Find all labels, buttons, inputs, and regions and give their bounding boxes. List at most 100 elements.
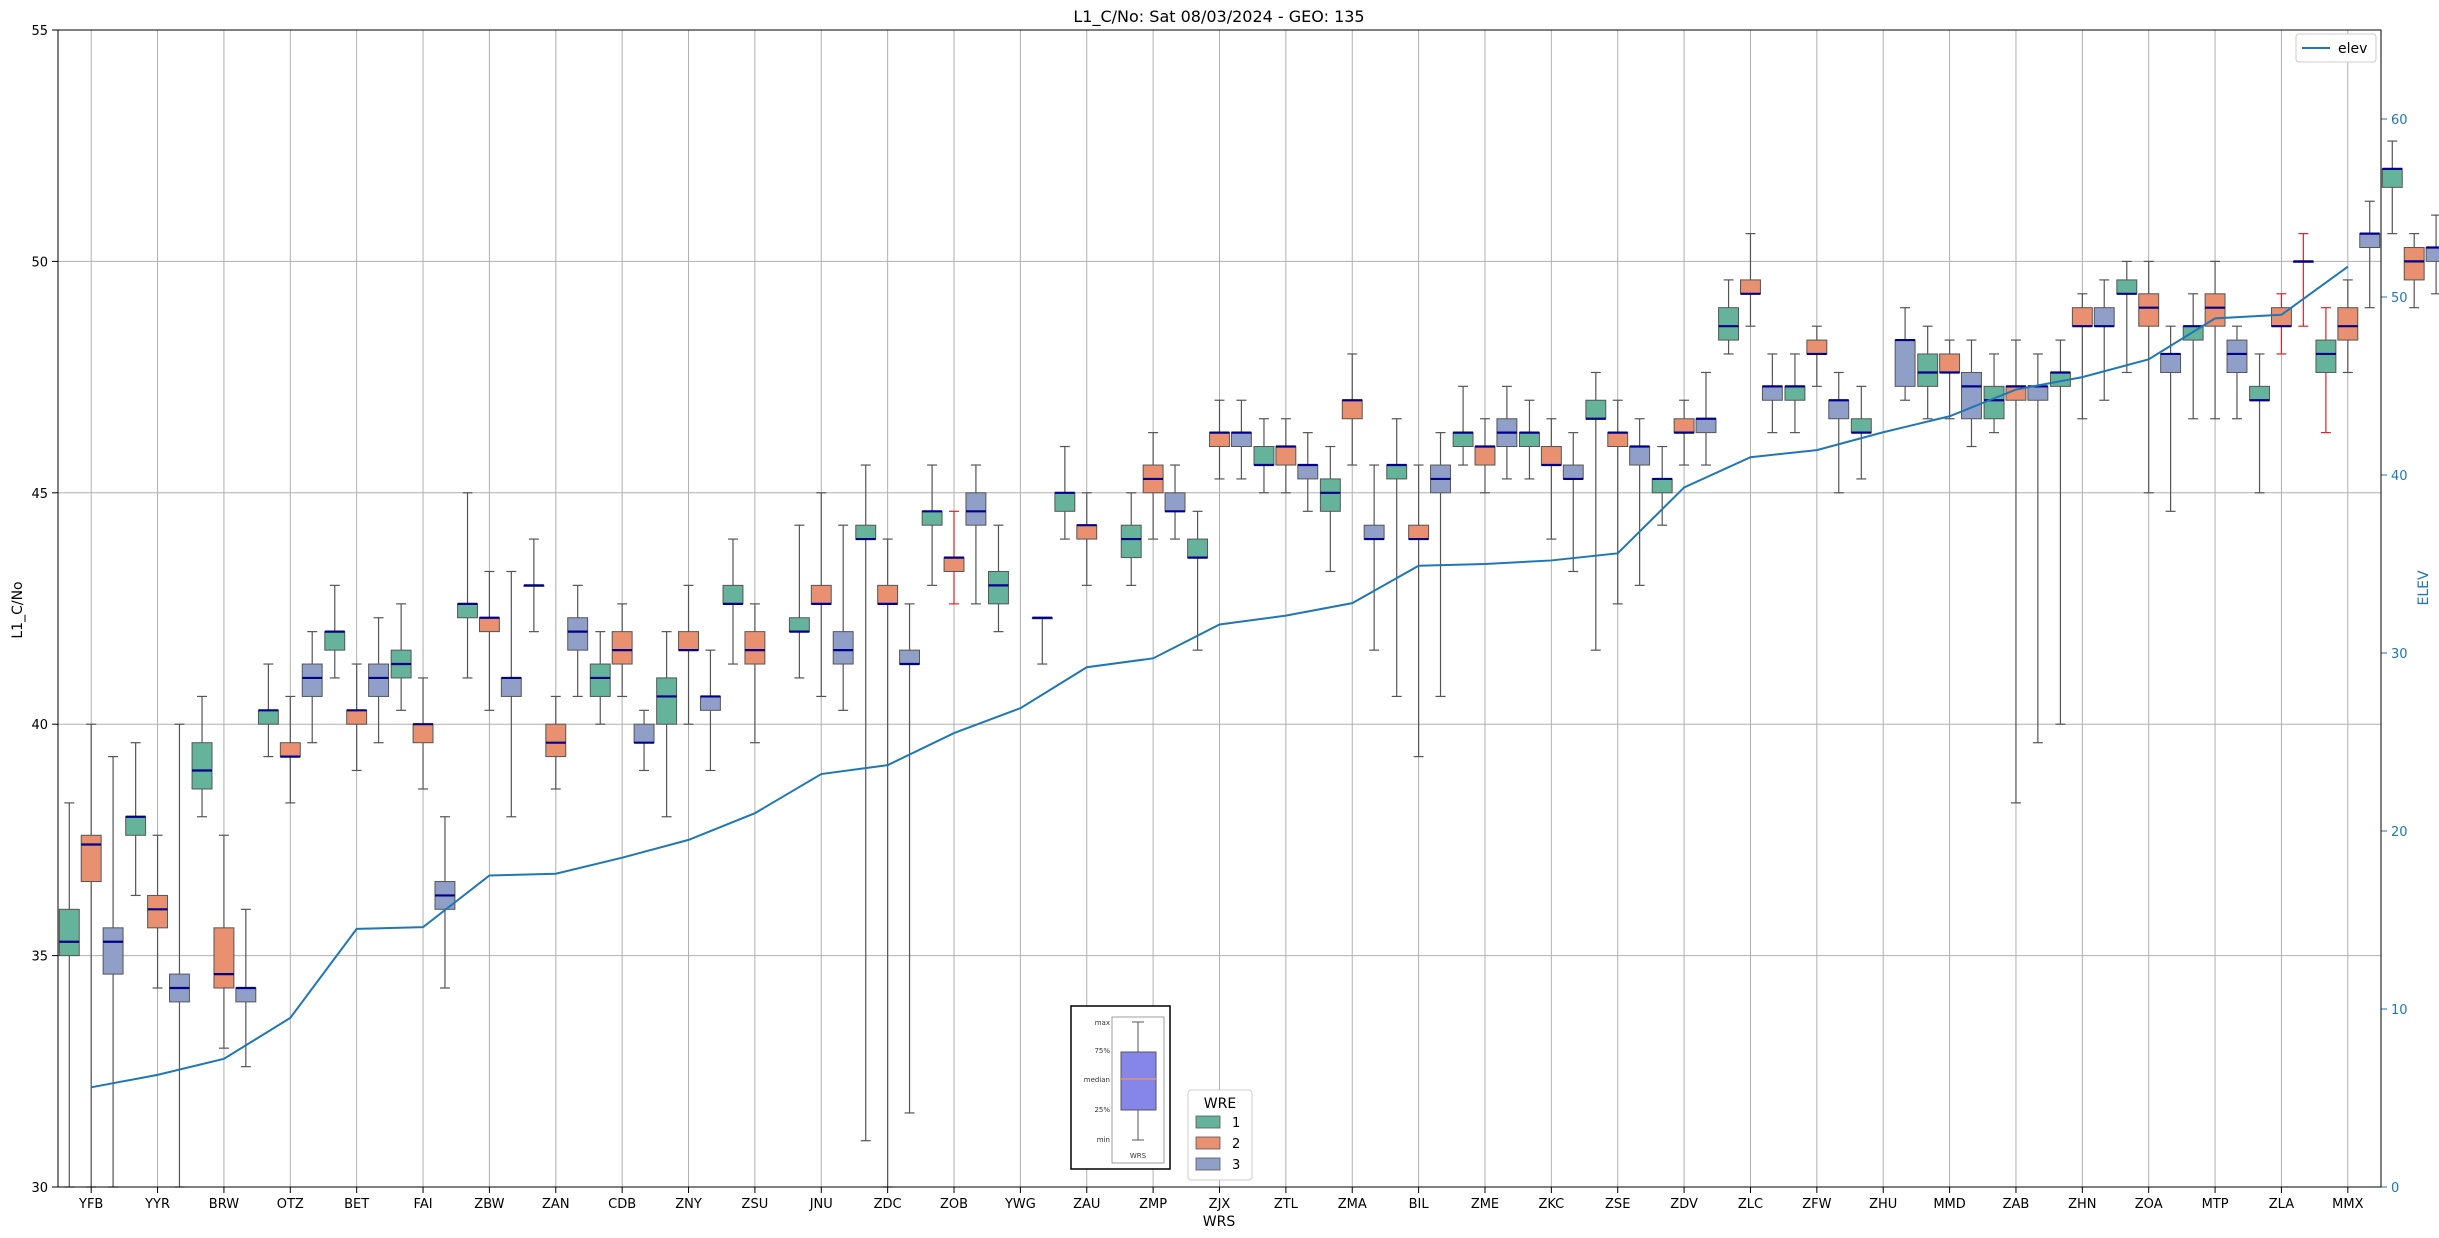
y-tick-label: 30: [31, 1181, 48, 1196]
y-axis-label: L1_C/No: [10, 581, 26, 638]
box-wre-1: [1452, 432, 1474, 448]
box-wre-2: [744, 631, 766, 665]
box-wre-2: [478, 617, 500, 633]
y2-tick-label: 20: [2391, 825, 2408, 840]
legend-elev: elev: [2295, 33, 2377, 63]
x-tick-label: ZOA: [2135, 1197, 2163, 1212]
box-wre-3: [2425, 247, 2439, 262]
box-wre-1: [1983, 385, 2005, 420]
x-tick-label: JNU: [809, 1197, 833, 1212]
legend-elev-frame: [2295, 33, 2377, 63]
box-wre-2: [1673, 418, 1695, 434]
x-tick-label: ZLA: [2269, 1197, 2294, 1212]
box-wre-3: [567, 617, 589, 651]
box-wre-1: [1386, 464, 1408, 480]
box-wre-1: [2315, 339, 2337, 373]
box-wre-1: [921, 510, 943, 526]
box-wre-3: [2160, 353, 2182, 373]
box-wre-1: [722, 584, 744, 605]
box-wre-2: [943, 557, 965, 572]
box-wre-2: [147, 894, 169, 929]
y-tick-label: 35: [31, 950, 48, 965]
legend-wre-entry-3: 3: [1232, 1158, 1240, 1173]
legend-wre-swatch-2: [1195, 1136, 1221, 1150]
box-wre-1: [125, 816, 147, 836]
x-tick-label: MMX: [2332, 1197, 2363, 1212]
x-tick-label: BRW: [209, 1197, 239, 1212]
box-wre-2: [1076, 524, 1098, 540]
box-wre-2: [1740, 279, 1761, 295]
box-wre-1: [1054, 492, 1076, 512]
x-tick-label: ZHN: [2068, 1197, 2096, 1212]
elev-line-layer: [91, 265, 2349, 1089]
box-wre-2: [545, 723, 567, 758]
x-tick-label: MMD: [1933, 1197, 1965, 1212]
x-tick-label: ZBW: [474, 1197, 504, 1212]
inset-label-4: min: [1097, 1136, 1110, 1144]
box-wre-1: [1718, 307, 1740, 341]
box-wre-3: [699, 695, 721, 711]
box-wre-3: [1164, 492, 1186, 512]
y2-axis-label: ELEV: [2416, 570, 2432, 605]
box-wre-3: [1363, 524, 1385, 540]
box-wre-1: [1917, 353, 1939, 387]
box-wre-2: [213, 927, 235, 989]
x-tick-label: ZMA: [1338, 1197, 1367, 1212]
box-wre-1: [58, 908, 80, 957]
box-wre-3: [965, 492, 987, 526]
box-wre-1: [257, 709, 279, 725]
box-wre-1: [1518, 432, 1540, 448]
box-wre-2: [1209, 432, 1230, 448]
x-tick-label: ZAU: [1073, 1197, 1100, 1212]
x-tick-label: FAI: [414, 1197, 433, 1212]
box-wre-3: [2359, 233, 2381, 249]
legend-wre-entry-1: 1: [1232, 1116, 1240, 1131]
box-wre-1: [1319, 478, 1341, 512]
plot-frame: [57, 29, 2382, 1188]
x-tick-label: YFB: [78, 1197, 103, 1212]
inset-box: [1120, 1051, 1157, 1111]
x-tick-label: ZSU: [742, 1197, 769, 1212]
box-wre-2: [1806, 339, 1828, 355]
y-tick-label: 55: [31, 24, 48, 39]
box-wre-3: [633, 723, 655, 744]
y-tick-label: 50: [31, 255, 48, 270]
box-wre-2: [678, 631, 699, 651]
box-wre-2: [279, 742, 301, 758]
y-tick-label: 40: [31, 718, 48, 733]
legend-wre-frame: [1187, 1089, 1253, 1181]
box-wre-1: [1585, 399, 1607, 420]
box-wre-1: [191, 742, 213, 790]
box-wre-2: [1408, 524, 1430, 540]
x-tick-label: ZDC: [874, 1197, 902, 1212]
box-wre-3: [301, 663, 323, 697]
y2-tick-label: 40: [2391, 469, 2408, 484]
box-wre-3: [235, 987, 257, 1003]
box-wre-1: [2381, 168, 2403, 188]
box-wre-2: [1341, 399, 1363, 420]
y2-tick-label: 10: [2391, 1003, 2408, 1018]
box-wre-2: [2403, 247, 2425, 281]
y2-tick-label: 0: [2391, 1181, 2399, 1196]
x-tick-label: ZLC: [1738, 1197, 1763, 1212]
x-tick-label: ZAN: [542, 1197, 570, 1212]
legend-elev-label: elev: [2338, 41, 2367, 57]
box-wre-1: [1850, 418, 1872, 434]
legend-wre-title: WRE: [1204, 1096, 1236, 1112]
legend-wre-entry-2: 2: [1232, 1137, 1240, 1152]
box-wre-3: [1828, 399, 1850, 420]
box-wre-1: [988, 570, 1009, 605]
box-wre-2: [810, 584, 832, 605]
inset-xlabel: WRS: [1130, 1152, 1147, 1160]
x-tick-label: OTZ: [277, 1197, 304, 1212]
legend-wre-swatch-1: [1195, 1115, 1221, 1129]
x-tick-label: YYR: [144, 1197, 170, 1212]
box-key-inset: max 75% median 25% min WRS: [1070, 1005, 1171, 1170]
box-wre-2: [1540, 446, 1562, 466]
box-wre-2: [1474, 446, 1496, 466]
box-wre-1: [589, 663, 611, 697]
box-wre-2: [80, 834, 102, 883]
box-wre-2: [1607, 432, 1629, 448]
box-wre-2: [2071, 307, 2093, 327]
